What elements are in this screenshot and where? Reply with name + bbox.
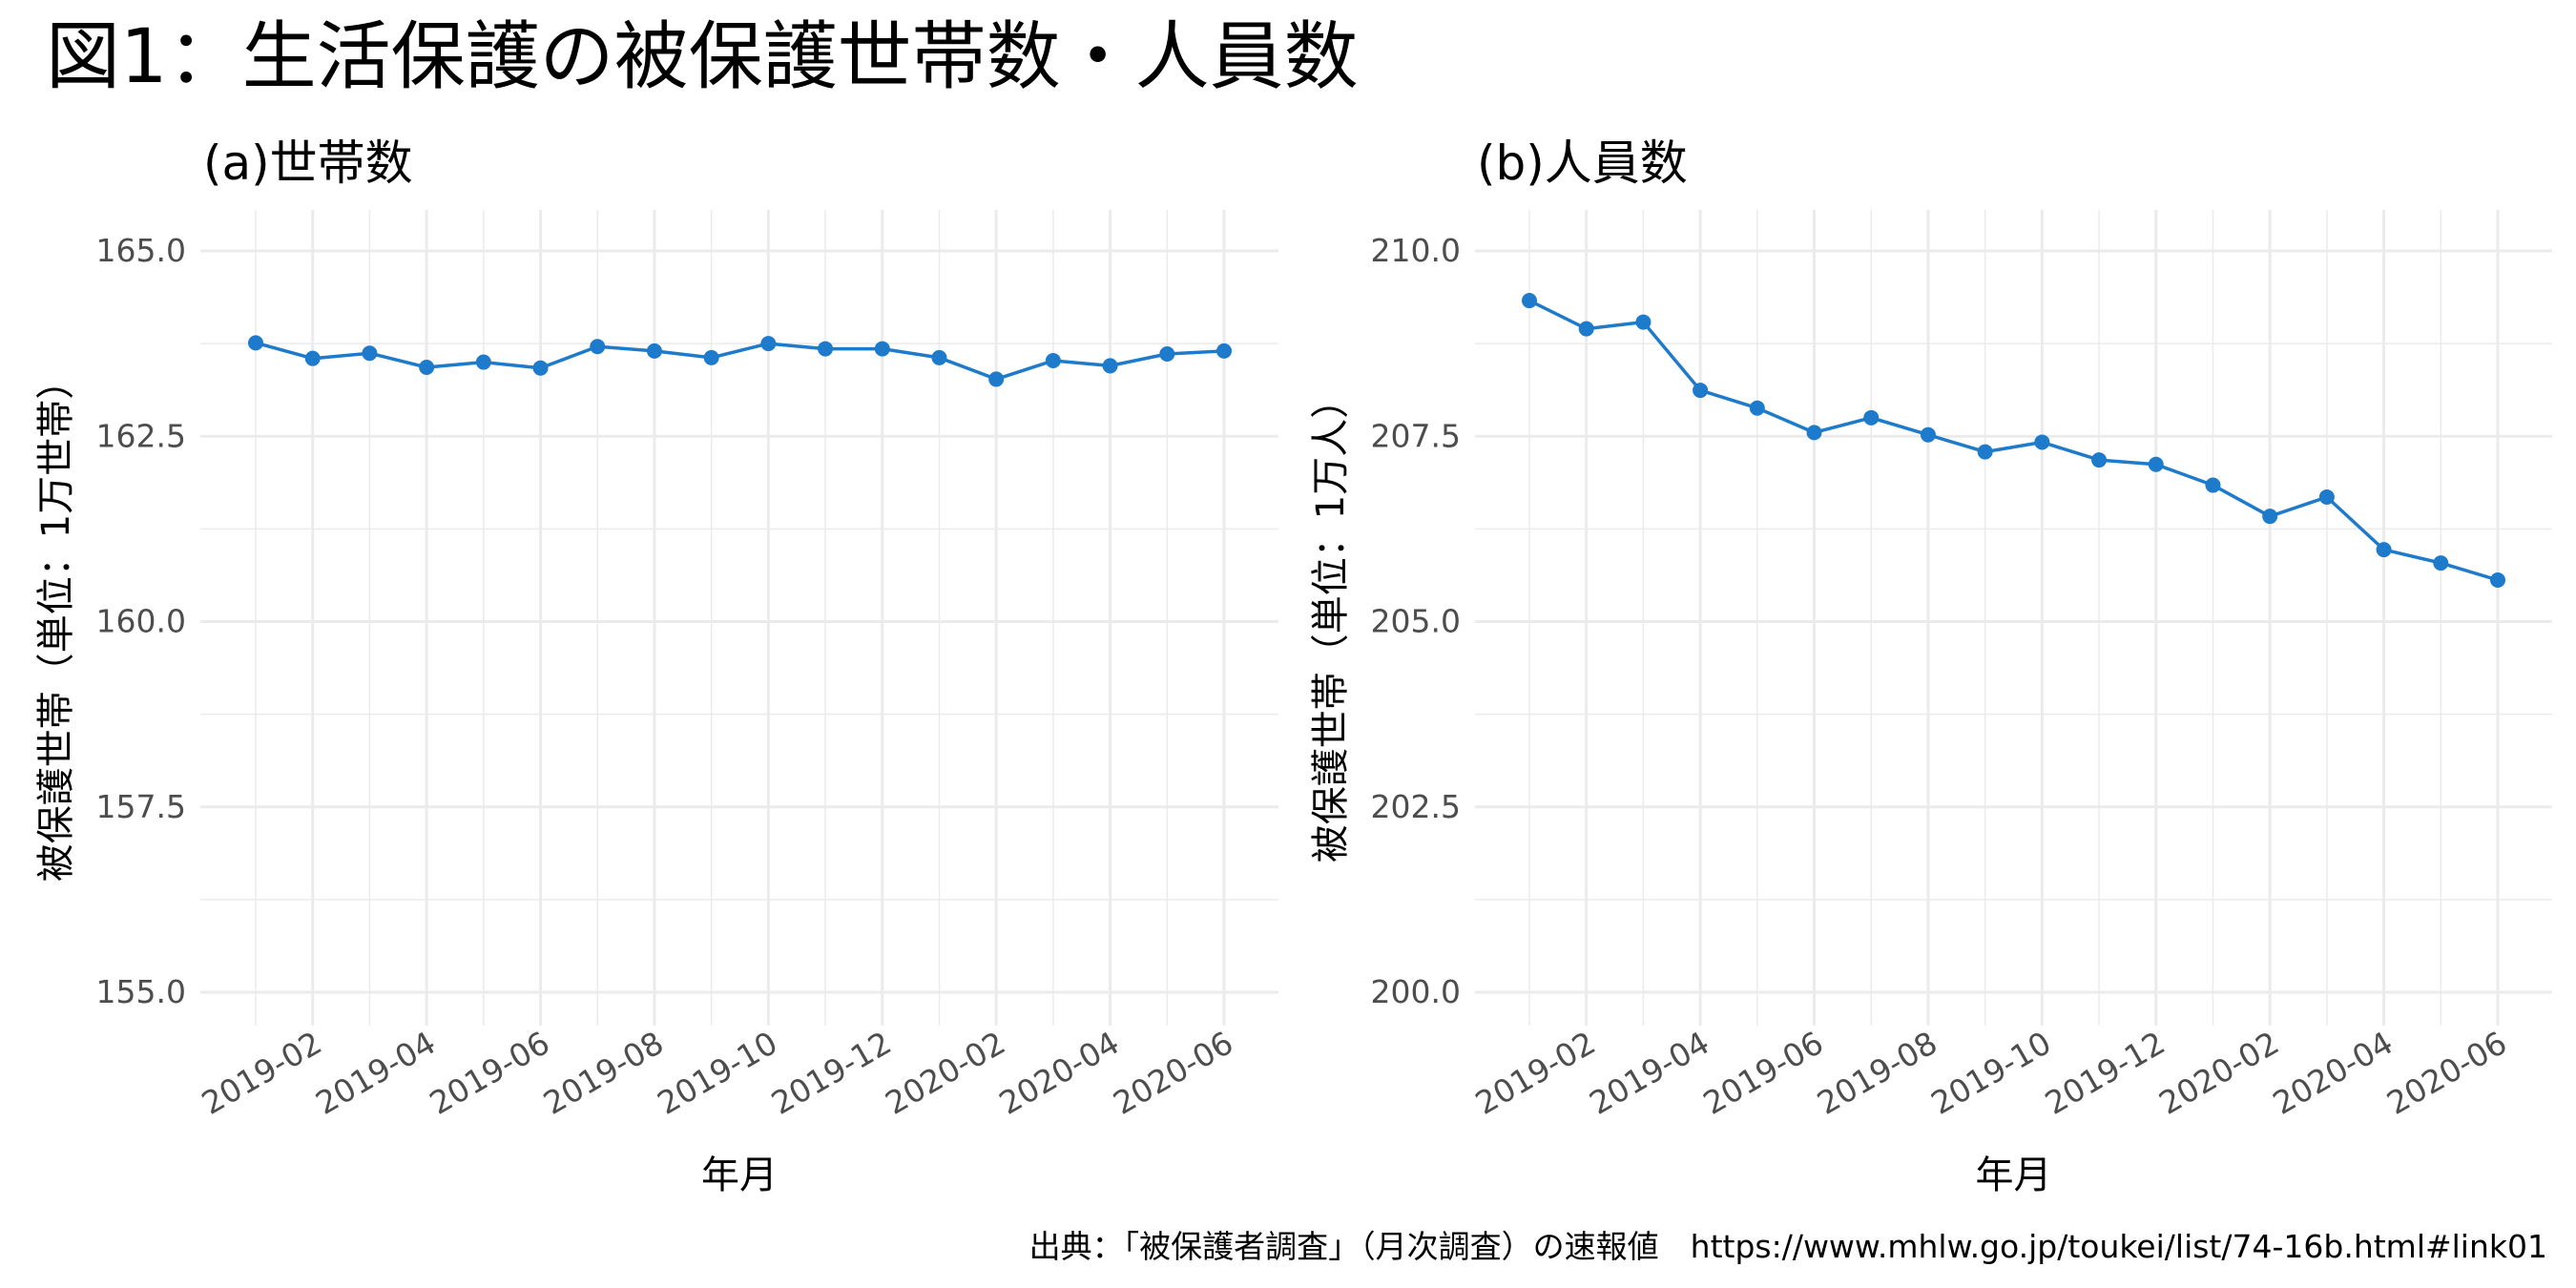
data-point-b bbox=[1920, 426, 1936, 443]
data-point-a bbox=[931, 349, 947, 365]
data-point-b bbox=[1635, 314, 1652, 330]
x-tick-label-a: 2019-08 bbox=[537, 1024, 670, 1122]
data-point-a bbox=[703, 349, 719, 365]
x-tick-label-b: 2019-12 bbox=[2039, 1024, 2171, 1122]
data-point-a bbox=[304, 350, 321, 366]
data-point-a bbox=[532, 360, 549, 376]
x-axis-label-a: 年月 bbox=[701, 1153, 778, 1197]
x-tick-label-b: 2020-04 bbox=[2267, 1024, 2399, 1122]
x-tick-label-b: 2019-10 bbox=[1924, 1024, 2057, 1122]
x-tick-label-b: 2019-08 bbox=[1811, 1024, 1943, 1122]
data-point-a bbox=[475, 354, 491, 370]
y-tick-label-b: 210.0 bbox=[1371, 232, 1461, 269]
data-point-b bbox=[2376, 542, 2392, 558]
y-tick-label-b: 202.5 bbox=[1371, 788, 1461, 825]
x-tick-label-a: 2020-02 bbox=[879, 1024, 1011, 1122]
data-point-b bbox=[1863, 409, 1880, 426]
data-point-a bbox=[1102, 358, 1118, 374]
x-tick-label-b: 2020-02 bbox=[2152, 1024, 2285, 1122]
data-point-b bbox=[2034, 434, 2050, 450]
source-note: 出典：「被保護者調査」（月次調査）の速報値 https://www.mhlw.g… bbox=[1028, 1228, 2547, 1265]
data-point-a bbox=[590, 339, 606, 355]
series-line-b bbox=[1528, 299, 2499, 582]
data-point-a bbox=[419, 359, 435, 375]
x-axis-label-b: 年月 bbox=[1976, 1153, 2052, 1197]
data-point-a bbox=[1216, 343, 1232, 359]
x-tick-label-b: 2020-06 bbox=[2380, 1024, 2513, 1122]
data-point-b bbox=[2091, 452, 2108, 468]
data-point-b bbox=[1806, 425, 1822, 441]
y-tick-label-b: 200.0 bbox=[1371, 973, 1461, 1010]
data-point-b bbox=[2318, 488, 2335, 505]
data-point-b bbox=[1522, 293, 1537, 309]
data-point-b bbox=[2205, 477, 2221, 493]
x-tick-label-a: 2020-06 bbox=[1107, 1024, 1239, 1122]
x-tick-label-b: 2019-02 bbox=[1469, 1024, 1602, 1122]
data-point-b bbox=[1749, 400, 1765, 416]
data-point-a bbox=[874, 341, 890, 357]
figure-title: 図1：生活保護の被保護世帯数・人員数 bbox=[46, 14, 1359, 100]
y-tick-label-a: 157.5 bbox=[96, 788, 186, 825]
data-point-a bbox=[248, 335, 263, 351]
x-tick-label-b: 2019-06 bbox=[1697, 1024, 1830, 1122]
y-axis-label-b: 被保護世帯（単位：1万人） bbox=[1309, 381, 1353, 862]
y-tick-label-a: 160.0 bbox=[96, 603, 186, 640]
data-point-a bbox=[362, 345, 378, 362]
data-point-a bbox=[646, 343, 662, 359]
data-point-b bbox=[2433, 555, 2449, 571]
series-line-a bbox=[255, 341, 1225, 382]
data-point-a bbox=[988, 371, 1005, 387]
data-point-b bbox=[1977, 444, 1993, 460]
data-point-b bbox=[2262, 509, 2278, 525]
x-tick-label-a: 2019-12 bbox=[765, 1024, 898, 1122]
y-tick-label-a: 155.0 bbox=[96, 973, 186, 1010]
data-point-a bbox=[818, 341, 834, 357]
y-axis-label-a: 被保護世帯（単位：1万世帯） bbox=[34, 362, 78, 882]
data-point-b bbox=[2148, 456, 2164, 472]
y-tick-label-b: 207.5 bbox=[1371, 417, 1461, 454]
data-point-a bbox=[760, 336, 777, 352]
data-point-a bbox=[1159, 346, 1175, 363]
y-tick-label-b: 205.0 bbox=[1371, 603, 1461, 640]
data-point-b bbox=[1578, 321, 1594, 337]
data-point-b bbox=[1693, 383, 1709, 399]
x-tick-label-a: 2019-02 bbox=[196, 1024, 328, 1122]
data-point-b bbox=[2490, 571, 2505, 588]
y-tick-label-a: 165.0 bbox=[96, 232, 186, 269]
x-tick-label-a: 2020-04 bbox=[993, 1024, 1126, 1122]
x-tick-label-b: 2019-04 bbox=[1583, 1024, 1715, 1122]
data-point-a bbox=[1045, 352, 1061, 368]
x-tick-label-a: 2019-04 bbox=[309, 1024, 442, 1122]
x-tick-label-a: 2019-06 bbox=[424, 1024, 556, 1122]
panel-title-b: (b)人員数 bbox=[1477, 135, 1688, 191]
y-tick-label-a: 162.5 bbox=[96, 417, 186, 454]
panel-title-a: (a)世帯数 bbox=[203, 135, 413, 191]
x-tick-label-a: 2019-10 bbox=[651, 1024, 783, 1122]
